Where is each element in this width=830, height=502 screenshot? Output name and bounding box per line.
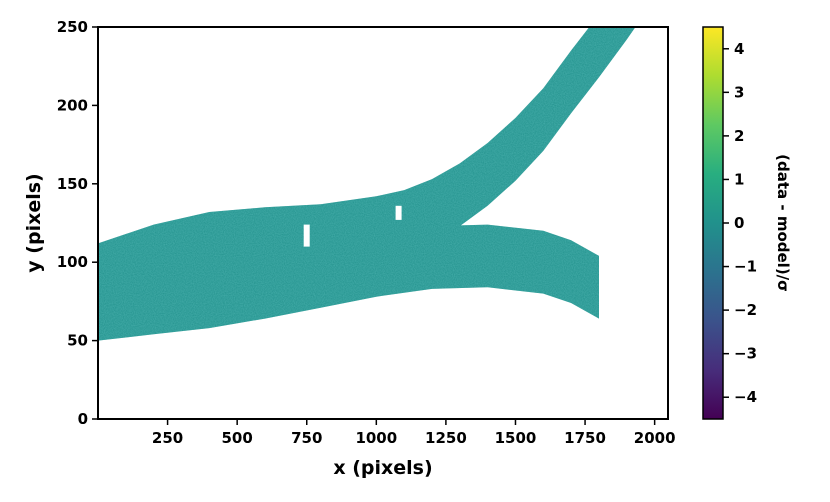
masked-column <box>395 205 402 220</box>
colorbar-label: (data - model)/σ <box>774 154 792 292</box>
colorbar-tick-label: 4 <box>734 40 744 58</box>
colorbar: −4 −3 −2 −1 0 1 2 3 4 (data - model)/σ <box>702 26 792 420</box>
masked-column <box>370 367 377 393</box>
trace-noise-1 <box>98 224 599 341</box>
masked-column <box>622 359 629 380</box>
x-tick-label: 1000 <box>355 429 397 447</box>
x-axis-label: x (pixels) <box>333 457 432 479</box>
colorbar-ticks: −4 −3 −2 −1 0 1 2 3 4 <box>723 40 757 406</box>
colorbar-tick-label: 2 <box>734 127 744 145</box>
colorbar-gradient <box>702 26 724 420</box>
masked-column <box>303 224 310 247</box>
y-tick-label: 50 <box>67 332 88 350</box>
x-axis-ticks: 250 500 750 1000 1250 1500 1750 2000 <box>152 419 676 447</box>
plot-frame <box>97 26 669 420</box>
trace-noise-2 <box>98 27 636 307</box>
colorbar-tick-label: −2 <box>734 301 757 319</box>
y-tick-label: 150 <box>57 175 88 193</box>
y-tick-label: 100 <box>57 253 88 271</box>
colorbar-tick-label: 3 <box>734 83 744 101</box>
x-tick-label: 250 <box>152 429 183 447</box>
masked-column <box>313 324 320 383</box>
plot-area <box>98 27 636 401</box>
colorbar-tick-label: 0 <box>734 214 744 232</box>
x-tick-label: 1750 <box>564 429 606 447</box>
masked-column <box>615 329 622 360</box>
colorbar-tick-label: −3 <box>734 345 757 363</box>
colorbar-tick-label: −4 <box>734 388 757 406</box>
masked-columns-layer <box>303 205 629 401</box>
x-tick-label: 1250 <box>425 429 467 447</box>
y-tick-label: 250 <box>57 18 88 36</box>
y-axis-label: y (pixels) <box>23 173 45 272</box>
y-tick-label: 0 <box>78 410 88 428</box>
x-tick-label: 1500 <box>495 429 537 447</box>
masked-column <box>327 351 334 385</box>
x-tick-label: 500 <box>222 429 253 447</box>
traces-layer <box>98 27 636 341</box>
colorbar-tick-label: −1 <box>734 258 757 276</box>
x-tick-label: 2000 <box>634 429 676 447</box>
masked-column <box>452 348 459 401</box>
y-tick-label: 200 <box>57 96 88 114</box>
colorbar-tick-label: 1 <box>734 170 744 188</box>
y-axis-ticks: 0 50 100 150 200 250 <box>57 18 98 428</box>
x-tick-label: 750 <box>291 429 322 447</box>
